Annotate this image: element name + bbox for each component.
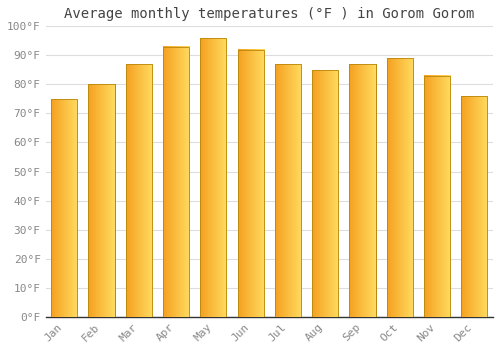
Bar — [387, 58, 413, 317]
Bar — [51, 99, 78, 317]
Bar — [163, 47, 189, 317]
Bar — [424, 76, 450, 317]
Bar — [275, 64, 301, 317]
Bar — [312, 70, 338, 317]
Bar — [88, 84, 115, 317]
Bar — [88, 84, 115, 317]
Bar — [200, 38, 226, 317]
Bar — [387, 58, 413, 317]
Bar — [275, 64, 301, 317]
Bar — [200, 38, 226, 317]
Bar — [238, 49, 264, 317]
Bar — [126, 64, 152, 317]
Bar — [238, 49, 264, 317]
Bar — [312, 70, 338, 317]
Bar — [462, 96, 487, 317]
Bar — [350, 64, 376, 317]
Bar — [51, 99, 78, 317]
Bar — [163, 47, 189, 317]
Title: Average monthly temperatures (°F ) in Gorom Gorom: Average monthly temperatures (°F ) in Go… — [64, 7, 474, 21]
Bar — [424, 76, 450, 317]
Bar — [126, 64, 152, 317]
Bar — [350, 64, 376, 317]
Bar — [462, 96, 487, 317]
